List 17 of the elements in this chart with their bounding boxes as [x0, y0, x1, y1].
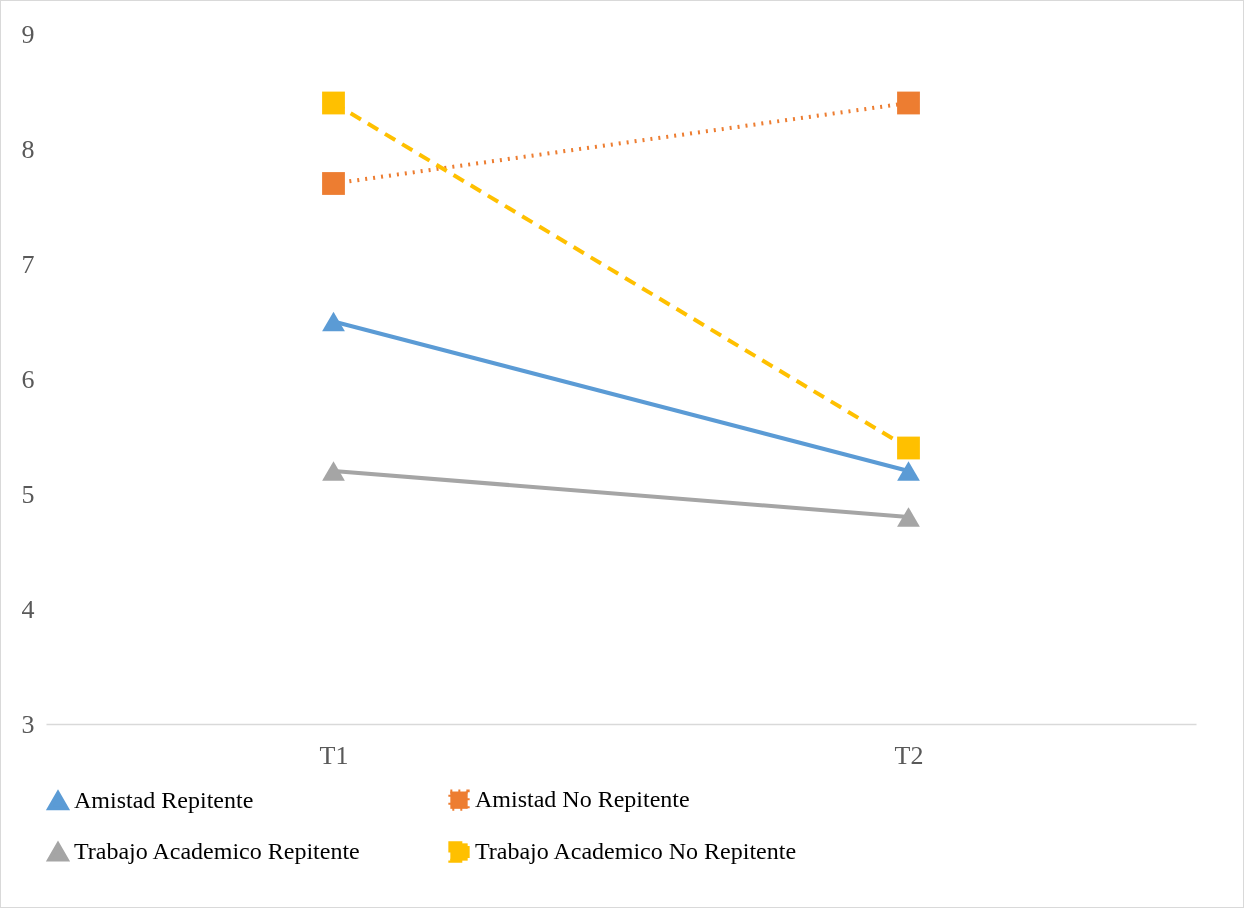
y-tick-label: 4 [21, 594, 35, 624]
y-tick-label: 3 [21, 709, 35, 739]
y-tick-label: 9 [21, 19, 35, 49]
y-tick-label: 7 [21, 249, 35, 279]
point [897, 436, 920, 460]
legend-label: Amistad No Repitente [475, 786, 690, 813]
x-tick-label: T2 [894, 740, 924, 770]
point [897, 91, 920, 115]
legend-label: Trabajo Academico Repitente [74, 838, 360, 864]
legend-label: Trabajo Academico No Repitente [475, 838, 797, 864]
point [322, 172, 345, 195]
y-tick-label: 5 [21, 479, 35, 509]
y-tick-label: 6 [21, 364, 35, 394]
y-tick-label: 8 [21, 134, 35, 164]
legend-label: Amistad Repitente [74, 786, 254, 813]
point [322, 91, 345, 115]
x-tick-label: T1 [319, 740, 349, 770]
